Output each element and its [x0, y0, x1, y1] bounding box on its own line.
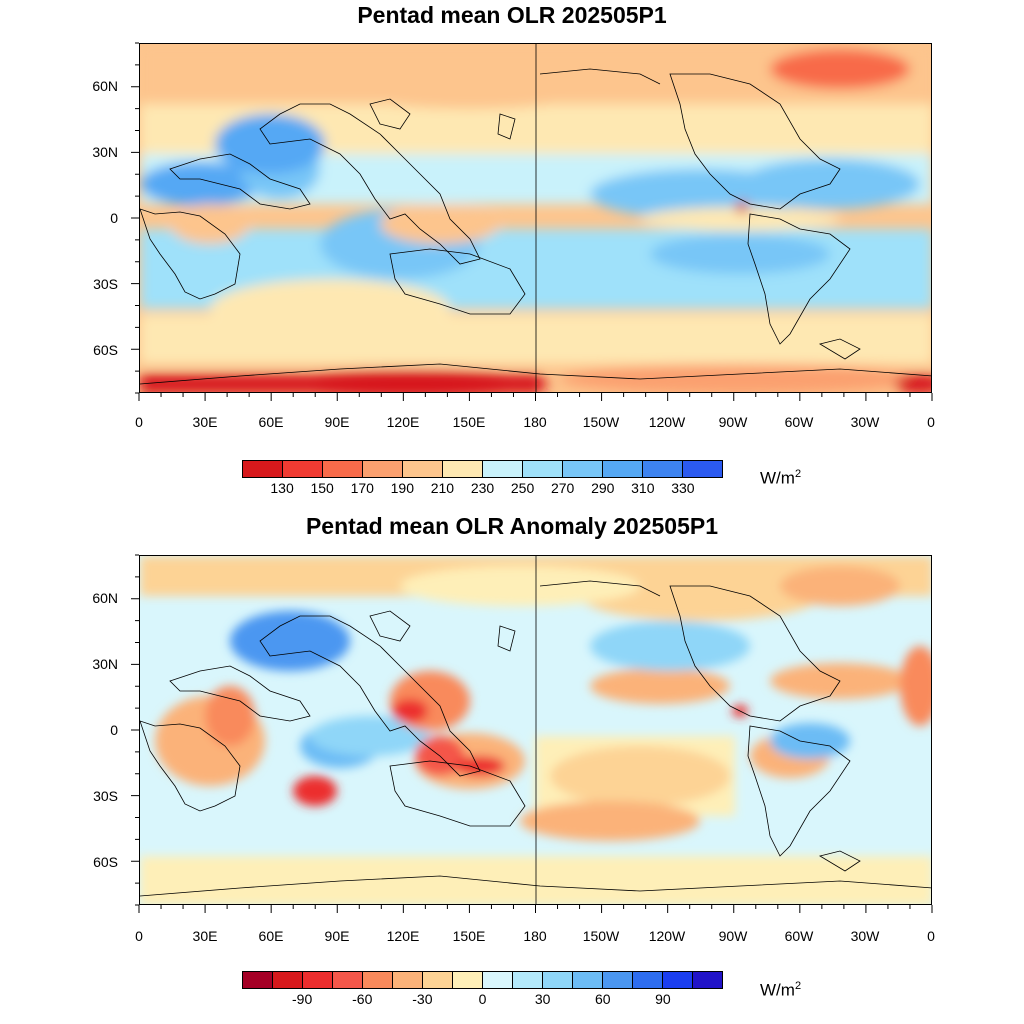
lon-label: 90W	[718, 928, 748, 944]
colorbar-swatch	[633, 972, 663, 988]
colorbar-cells	[242, 460, 723, 478]
colorbar-swatch	[403, 461, 443, 477]
olr-map	[139, 43, 932, 393]
colorbar-label: -30	[412, 991, 433, 1007]
lat-label: 30S	[93, 788, 118, 804]
colorbar-label: 190	[390, 480, 414, 496]
colorbar-label: 210	[430, 480, 455, 496]
lat-label: 0	[110, 210, 118, 226]
colorbar-label: 30	[534, 991, 551, 1007]
lat-label: 30N	[92, 144, 118, 160]
panel2-title: Pentad mean OLR Anomaly 202505P1	[305, 513, 719, 539]
colorbar-swatch	[243, 972, 273, 988]
colorbar-swatch	[523, 461, 563, 477]
colorbar-label: 290	[591, 480, 615, 496]
colorbar-swatch	[663, 972, 693, 988]
colorbar-swatch	[443, 461, 483, 477]
colorbar-swatch	[603, 972, 633, 988]
colorbar-label: -90	[292, 991, 313, 1007]
lon-label: 0	[927, 414, 935, 430]
lon-label: 150W	[582, 928, 620, 944]
colorbar-swatch	[453, 972, 483, 988]
lon-label: 60E	[258, 928, 284, 944]
olr-anomaly-map	[139, 555, 932, 905]
colorbar-label: 230	[470, 480, 495, 496]
lon-label: 30E	[192, 928, 218, 944]
colorbar-label: 0	[478, 991, 487, 1007]
lon-label: 30W	[850, 928, 880, 944]
lon-label: 180	[523, 928, 547, 944]
colorbar-label: -60	[352, 991, 373, 1007]
lat-label: 60S	[93, 854, 118, 870]
colorbar-label: 310	[631, 480, 655, 496]
anomaly-colorbar: -90 -60 -30 0 30 60 90	[242, 971, 723, 1007]
olr-colorbar: 130 150 170 190 210 230 250 270 290 310 330	[242, 460, 723, 496]
colorbar-label: 150	[310, 480, 334, 496]
colorbar-swatch	[363, 461, 403, 477]
colorbar-label: 170	[350, 480, 374, 496]
lon-label: 60W	[784, 928, 814, 944]
lon-label: 120W	[648, 928, 686, 944]
colorbar-swatch	[483, 972, 513, 988]
colorbar-swatch	[683, 461, 722, 477]
lon-label: 120E	[386, 928, 420, 944]
colorbar-swatch	[323, 461, 363, 477]
lon-label: 30W	[850, 414, 880, 430]
colorbar-swatch	[573, 972, 603, 988]
olr-anomaly-map-field	[140, 556, 931, 904]
lat-label: 0	[110, 722, 118, 738]
lat-label: 30S	[93, 276, 118, 292]
colorbar-label: 270	[550, 480, 575, 496]
colorbar-label: 330	[671, 480, 695, 496]
colorbar-swatch	[333, 972, 363, 988]
colorbar-swatch	[643, 461, 683, 477]
colorbar-label: 90	[655, 991, 671, 1007]
lat-label: 30N	[92, 656, 118, 672]
panel1-title: Pentad mean OLR 202505P1	[357, 2, 667, 28]
lat-label: 60N	[92, 78, 118, 94]
colorbar-label: 60	[594, 991, 611, 1007]
lon-label: 0	[135, 928, 143, 944]
lon-label: 0	[135, 414, 143, 430]
lon-label: 30E	[192, 414, 218, 430]
colorbar-swatch	[303, 972, 333, 988]
lon-label: 90W	[718, 414, 748, 430]
lon-label: 120W	[648, 414, 686, 430]
colorbar-swatch	[393, 972, 423, 988]
lon-label: 60E	[258, 414, 284, 430]
colorbar-swatch	[423, 972, 453, 988]
colorbar-label: 250	[510, 480, 535, 496]
colorbar-swatch	[283, 461, 323, 477]
colorbar-swatch	[363, 972, 393, 988]
colorbar-swatch	[243, 461, 283, 477]
lon-label: 150W	[582, 414, 620, 430]
lon-label: 120E	[386, 414, 420, 430]
colorbar-swatch	[273, 972, 303, 988]
colorbar-swatch	[563, 461, 603, 477]
colorbar-units: W/m2	[760, 468, 802, 488]
lon-label: 0	[927, 928, 935, 944]
lon-label: 90E	[324, 928, 350, 944]
colorbar-cells	[242, 971, 723, 989]
lon-label: 60W	[784, 414, 814, 430]
lon-label: 150E	[452, 928, 486, 944]
colorbar-units: W/m2	[760, 980, 802, 1000]
lat-label: 60S	[93, 342, 118, 358]
lon-label: 180	[523, 414, 547, 430]
lon-label: 150E	[452, 414, 486, 430]
coastlines	[140, 68, 931, 385]
lon-label: 90E	[324, 414, 350, 430]
colorbar-swatch	[603, 461, 643, 477]
lat-label: 60N	[92, 590, 118, 606]
olr-map-field	[140, 44, 931, 392]
colorbar-swatch	[483, 461, 523, 477]
colorbar-swatch	[543, 972, 573, 988]
colorbar-label: 130	[270, 480, 294, 496]
colorbar-swatch	[513, 972, 543, 988]
colorbar-swatch	[693, 972, 722, 988]
coastlines	[140, 580, 931, 897]
